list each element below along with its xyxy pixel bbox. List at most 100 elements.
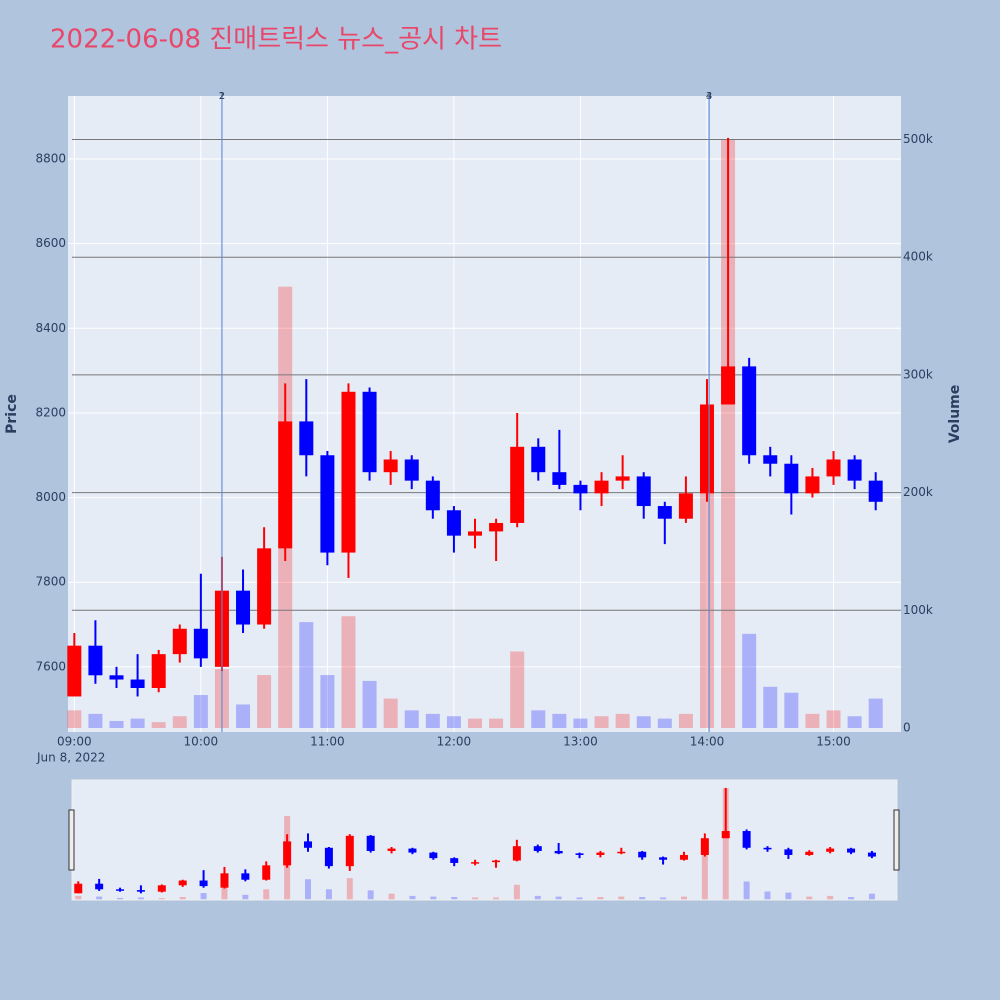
candle-body (425, 480, 440, 511)
slider-candle-body (617, 851, 626, 854)
volume-bar (721, 139, 736, 728)
x-tick-label: 15:00 (816, 735, 851, 749)
slider-candle-body (283, 841, 292, 866)
candle-body (109, 675, 124, 680)
slider-volume-bar (785, 892, 792, 900)
candle-body (489, 522, 504, 532)
slider-volume-bar (200, 893, 207, 900)
slider-candle-body (659, 857, 668, 860)
candle-body (826, 459, 841, 477)
volume-bar (88, 713, 103, 728)
slider-volume-bar (451, 897, 458, 900)
slider-candle-body (638, 851, 647, 858)
volume-bar (678, 713, 693, 728)
slider-candle-body (742, 831, 751, 848)
y2-tick-label: 300k (903, 367, 933, 381)
slider-candle-body (805, 851, 814, 855)
y-axis-title: Price (4, 394, 20, 434)
y2-tick-label: 500k (903, 132, 933, 146)
slider-volume-bar (848, 897, 855, 900)
candle-body (594, 480, 609, 494)
slider-candle-body (763, 847, 772, 850)
candle-body (320, 455, 335, 553)
slider-candle-body (700, 838, 709, 855)
volume-bar (847, 716, 862, 728)
slider-candle-body (533, 846, 542, 851)
volume-bar (763, 686, 778, 728)
volume-bar (636, 716, 651, 728)
slider-candle-body (178, 880, 187, 886)
slider-volume-bar (430, 896, 437, 900)
volume-bar (320, 675, 335, 728)
slider-volume-bar (409, 895, 416, 900)
slider-volume-bar (868, 893, 875, 900)
candle-body (257, 548, 272, 625)
slider-candle-body (74, 883, 83, 894)
volume-bar (742, 633, 757, 728)
slider-candle-body (847, 848, 856, 853)
volume-bar (341, 616, 356, 728)
slider-volume-bar (346, 878, 353, 900)
slider-volume-bar (137, 897, 144, 900)
slider-volume-bar (722, 788, 729, 900)
y2-tick-label: 200k (903, 485, 933, 499)
candle-body (67, 645, 82, 697)
volume-bar (151, 722, 166, 728)
slider-candle-body (826, 848, 835, 852)
slider-volume-bar (158, 898, 165, 900)
slider-volume-bar (179, 897, 186, 900)
slider-candle-body (491, 860, 500, 863)
slider-candle-body (324, 847, 333, 867)
slider-volume-bar (701, 854, 708, 900)
slider-volume-bar (492, 897, 499, 900)
range-handle[interactable] (68, 809, 75, 871)
candle-body (341, 391, 356, 553)
volume-bar (826, 710, 841, 728)
chart-title: 2022-06-08 진매트릭스 뉴스_공시 차트 (50, 25, 502, 55)
slider-volume-bar (221, 888, 228, 900)
candle-body (742, 366, 757, 456)
slider-candle-body (241, 873, 250, 880)
slider-candle-body (116, 889, 125, 891)
candle-body (657, 506, 672, 519)
slider-candle-body (345, 835, 354, 867)
slider-volume-bar (764, 891, 771, 900)
slider-volume-bar (743, 881, 750, 900)
volume-bar (425, 713, 440, 728)
volume-bar (868, 698, 883, 728)
candle-body (531, 446, 546, 473)
volume-bar (236, 704, 251, 728)
slider-volume-bar (576, 897, 583, 900)
slider-candle-body (366, 835, 375, 851)
candle-body (468, 531, 483, 536)
candle-body (172, 628, 187, 655)
slider-candle-body (387, 848, 396, 851)
slider-volume-bar (534, 895, 541, 900)
candle-body (699, 404, 714, 494)
slider-volume-bar (618, 896, 625, 900)
slider-candle-body (304, 841, 313, 848)
y-tick-label: 7800 (35, 575, 66, 589)
volume-bar (299, 622, 314, 728)
candle-body (151, 654, 166, 688)
y2-tick-label: 100k (903, 603, 933, 617)
candle-body (847, 459, 862, 481)
slider-candle-body (575, 853, 584, 855)
volume-bar (67, 710, 82, 728)
volume-bar (362, 680, 377, 728)
candle-body (784, 463, 799, 494)
slider-candle-body (679, 854, 688, 860)
x-tick-label: 14:00 (690, 735, 725, 749)
event-label: 2 (219, 91, 225, 102)
candle-body (805, 476, 820, 494)
volume-bar (404, 710, 419, 728)
candle-body (193, 628, 208, 659)
x-tick-label: 10:00 (184, 735, 219, 749)
candle-body (383, 459, 398, 473)
slider-volume-bar (325, 889, 332, 900)
candle-body (236, 590, 251, 625)
slider-volume-bar (388, 893, 395, 900)
range-handle[interactable] (893, 809, 900, 871)
slider-candle-body (136, 890, 145, 892)
